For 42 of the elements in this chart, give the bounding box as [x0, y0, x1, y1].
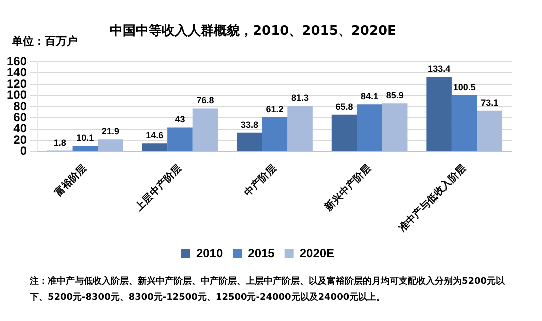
bar: [142, 144, 168, 152]
data-label: 85.9: [386, 90, 404, 101]
data-label: 61.2: [266, 104, 284, 114]
bar: [426, 76, 452, 152]
x-tick-label: 上层中产阶层: [132, 162, 184, 214]
bar: [477, 110, 503, 152]
x-tick-label: 中产阶层: [242, 162, 279, 200]
bar: [237, 132, 262, 152]
data-label: 1.8: [54, 138, 66, 148]
x-tick-label: 准中产与低收入阶层: [396, 162, 469, 235]
bar: [332, 114, 358, 152]
data-label: 81.3: [292, 93, 310, 104]
data-label: 43: [175, 114, 186, 125]
data-label: 76.8: [196, 96, 214, 106]
data-label: 133.4: [428, 64, 451, 74]
bar: [98, 140, 124, 152]
data-label: 73.1: [481, 98, 499, 108]
data-label: 65.8: [336, 102, 354, 112]
legend-label: 2010: [196, 246, 224, 260]
y-tick-label: 0: [20, 144, 28, 158]
legend-label: 2020E: [300, 246, 335, 260]
data-label: 14.6: [146, 130, 164, 141]
x-tick-label: 新兴中产阶层: [322, 162, 374, 214]
data-label: 10.1: [76, 133, 94, 144]
bar: [382, 104, 408, 152]
legend-label: 2015: [248, 246, 276, 260]
bar: [262, 118, 288, 152]
y-axis-title: 单位：百万户: [12, 34, 78, 49]
chart-title: 中国中等收入人群概貌，2010、2015、2020E: [110, 22, 396, 40]
data-label: 33.8: [240, 120, 258, 130]
data-label: 84.1: [361, 92, 379, 102]
bar: [452, 95, 478, 152]
x-tick-label: 富裕阶层: [52, 162, 90, 200]
data-label: 21.9: [102, 126, 120, 137]
bar: [192, 108, 218, 152]
data-label: 100.5: [453, 82, 476, 92]
y-tick-label: 160: [6, 54, 28, 68]
bar: [168, 128, 193, 152]
text: 注：准中产与低收入阶层、新兴中产阶层、中产阶层、上层中产阶层、以及富裕阶层的月均可支配收入分别为5200元以下、5200元-8300元、8300元-12500元、12500元-24000元以及24000元以上。: [30, 275, 506, 305]
bar: [288, 106, 313, 152]
bar: [357, 104, 382, 152]
bar: [72, 146, 98, 152]
